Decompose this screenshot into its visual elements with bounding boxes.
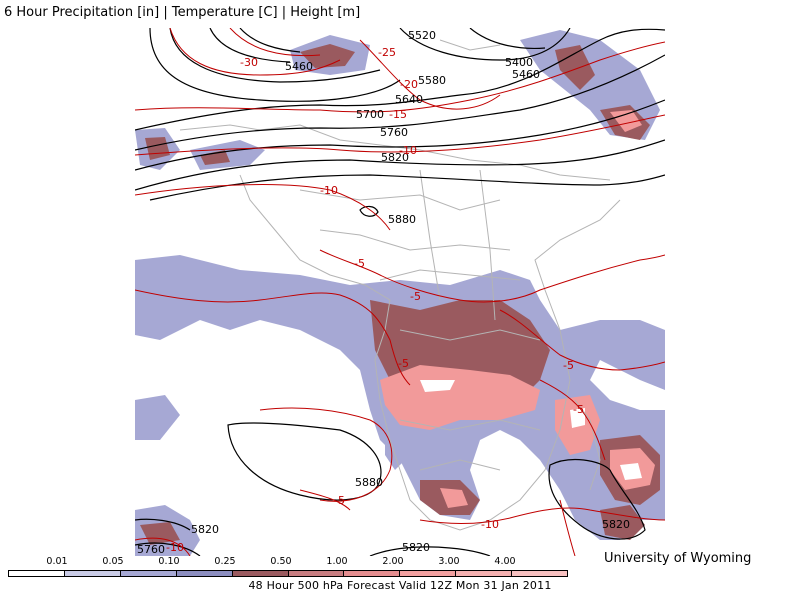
forecast-caption: 48 Hour 500 hPa Forecast Valid 12Z Mon 3… — [248, 579, 552, 592]
precipitation-layer — [135, 30, 665, 556]
height-label: 5640 — [395, 93, 423, 106]
legend-bin — [400, 571, 457, 576]
legend-bin — [232, 571, 289, 576]
credit-text: University of Wyoming — [604, 551, 752, 566]
height-label: 5460 — [512, 68, 540, 81]
legend-bin — [120, 571, 177, 576]
height-label: 5520 — [408, 29, 436, 42]
legend-bin — [64, 571, 121, 576]
legend-label: 3.00 — [438, 556, 460, 567]
legend-bin — [456, 571, 513, 576]
height-label: 5820 — [602, 518, 630, 531]
height-label: 5880 — [388, 213, 416, 226]
legend-bin — [512, 571, 568, 576]
temperature-contours — [135, 28, 665, 556]
height-label: 5400 — [505, 56, 533, 69]
height-contours — [135, 28, 665, 556]
height-label: 5880 — [355, 476, 383, 489]
temperature-label: -10 — [166, 541, 184, 554]
temperature-label: -5 — [354, 257, 365, 270]
temperature-label: -10 — [399, 144, 417, 157]
legend-label: 0.05 — [102, 556, 124, 567]
height-label: 5460 — [285, 60, 313, 73]
legend-label: 1.00 — [326, 556, 348, 567]
temperature-label: -5 — [334, 494, 345, 507]
height-label: 5820 — [191, 523, 219, 536]
legend-bin — [176, 571, 233, 576]
temperature-label: -5 — [573, 403, 584, 416]
temperature-label: -10 — [320, 184, 338, 197]
map-title: 6 Hour Precipitation [in] | Temperature … — [4, 5, 361, 20]
temperature-label: -5 — [410, 290, 421, 303]
legend-label: 0.01 — [46, 556, 68, 567]
legend-label: 0.50 — [270, 556, 292, 567]
country-borders — [179, 39, 621, 531]
height-label: 5700 — [356, 108, 384, 121]
height-labels: 5460 5520 5580 5640 5700 5760 5820 5880 … — [137, 29, 630, 556]
legend-label: 2.00 — [382, 556, 404, 567]
legend-bin — [9, 571, 65, 576]
temperature-label: -10 — [481, 518, 499, 531]
legend-label: 0.25 — [214, 556, 236, 567]
height-label: 5760 — [137, 543, 165, 556]
temperature-label: -15 — [389, 108, 407, 121]
legend-bin — [344, 571, 401, 576]
legend-color-bar — [8, 570, 568, 577]
temperature-label: -5 — [563, 359, 574, 372]
temperature-label: -5 — [398, 357, 409, 370]
height-label: 5580 — [418, 74, 446, 87]
legend-bin — [288, 571, 345, 576]
temperature-label: -25 — [378, 46, 396, 59]
temperature-label: -30 — [240, 56, 258, 69]
temperature-labels: -30 -25 -20 -15 -10 -10 -5 -5 -5 -5 -5 -… — [166, 46, 584, 554]
height-label: 5820 — [402, 541, 430, 554]
temperature-label: -20 — [400, 78, 418, 91]
height-label: 5820 — [381, 151, 409, 164]
legend-label: 4.00 — [494, 556, 516, 567]
legend-label: 0.10 — [158, 556, 180, 567]
height-label: 5760 — [380, 126, 408, 139]
